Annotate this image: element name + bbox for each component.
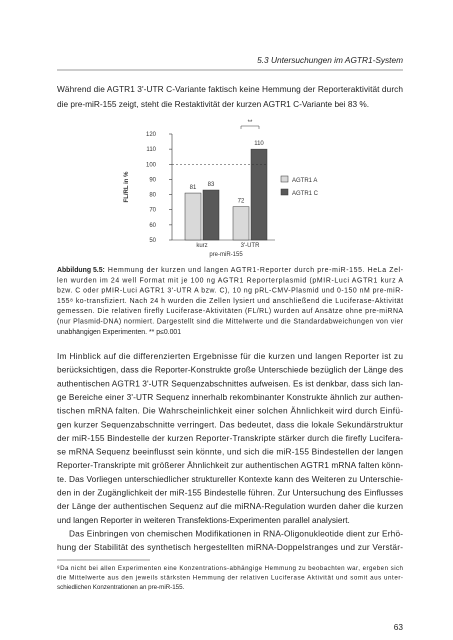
paragraph-line: hung der Stabilität des synthetisch herg… <box>57 542 403 552</box>
bar <box>250 148 268 241</box>
caption-label: Abbildung 5.5: <box>57 267 105 274</box>
legend-label: AGTR1 C <box>292 191 319 197</box>
x-axis-label: pre-miR-155 <box>209 252 243 258</box>
caption-line: (nur Plasmid-DNA) normiert. Dargestellt … <box>57 319 404 326</box>
bar <box>232 206 250 241</box>
paragraph-line: gen kurzer Sequenzabschnitte verringert.… <box>57 419 403 429</box>
footnote-line: schiedlichen Konzentrationen an pre-miR-… <box>57 584 185 591</box>
y-tick-label: 50 <box>149 238 156 244</box>
legend-swatch <box>280 188 289 196</box>
paragraph-line: Im Hinblick auf die differenzierten Erge… <box>57 351 403 361</box>
legend-label: AGTR1 A <box>292 178 317 184</box>
y-tick-label: 80 <box>149 193 156 199</box>
value-label: 110 <box>254 141 264 147</box>
x-tick-label: kurz <box>196 243 207 249</box>
paragraph-line: der miR-155 Bindestelle der kurzen Repor… <box>57 433 403 443</box>
footnote-line: die Mittelwerte aus den jeweils stärkste… <box>57 574 403 581</box>
bar <box>184 192 202 241</box>
y-tick-label: 60 <box>149 223 156 229</box>
paragraph-line: den in der Zugänglichkeit der miR-155 Bi… <box>57 488 403 498</box>
significance-label: ** <box>248 120 253 126</box>
caption-line: len wurden im 24 well Format mit je 100 … <box>57 277 403 284</box>
caption-line: 155⁸ ko-transfiziert. Nach 24 h wurden d… <box>57 298 403 305</box>
footnote-line: ⁸Da nicht bei allen Experimenten eine Ko… <box>57 565 404 572</box>
paragraph-line: ge Bereiche einer 3'-UTR Sequenz innerha… <box>57 392 403 402</box>
paragraph-line: authentischen AGTR1 3'-UTR Sequenzabschn… <box>57 378 403 388</box>
y-tick-label: 120 <box>146 132 157 138</box>
paragraph-line: Während die AGTR1 3'-UTR C-Variante fakt… <box>57 84 403 94</box>
paragraph-line: die pre-miR-155 zeigt, steht die Restakt… <box>57 99 369 109</box>
paragraph-line: und langen Reporter in weiteren Transfek… <box>57 515 350 525</box>
paragraph-line: Das Einbringen von chemischen Modifikati… <box>69 528 403 538</box>
y-tick-label: 100 <box>146 162 157 168</box>
paragraph-line: se mRNA Sequenz beeinflusst sein könnte,… <box>57 447 403 457</box>
value-label: 83 <box>208 182 215 188</box>
y-tick-label: 70 <box>149 208 156 214</box>
running-header: 5.3 Untersuchungen im AGTR1-System <box>257 55 403 65</box>
value-label: 81 <box>190 185 197 191</box>
y-axis-label: FL/RL in % <box>124 171 130 203</box>
paragraph-line: berücksichtigen, dass die Reporter-Konst… <box>57 365 403 375</box>
y-tick-label: 110 <box>146 147 156 153</box>
bar <box>202 189 220 241</box>
legend-swatch <box>280 175 289 183</box>
paragraph-line: tischen mRNA falten. Die Wahrscheinlichk… <box>57 406 403 416</box>
caption-line: unabhängigen Experimenten. ** p≤0.001 <box>57 329 181 336</box>
x-tick-label: 3'-UTR <box>241 243 260 249</box>
value-label: 72 <box>238 199 245 205</box>
paragraph-line: te. Das Vorliegen unterschiedlicher stru… <box>57 474 403 484</box>
paragraph-line: der Länge der authentischen Sequenz auf … <box>57 501 403 511</box>
significance-bracket <box>240 125 260 129</box>
paragraph-line: Reporter-Transkripte mit größerer Ähnlic… <box>57 460 403 470</box>
y-tick-label: 90 <box>149 177 156 183</box>
page-number: 63 <box>394 622 404 632</box>
caption-line: Hemmung der kurzen und langen AGTR1-Repo… <box>108 267 403 274</box>
caption-line: bzw. C oder pMIR-Luci AGTR1 3'-UTR A bzw… <box>57 288 403 295</box>
caption-line: gemessen. Die relativen firefly Lucifera… <box>57 308 403 315</box>
